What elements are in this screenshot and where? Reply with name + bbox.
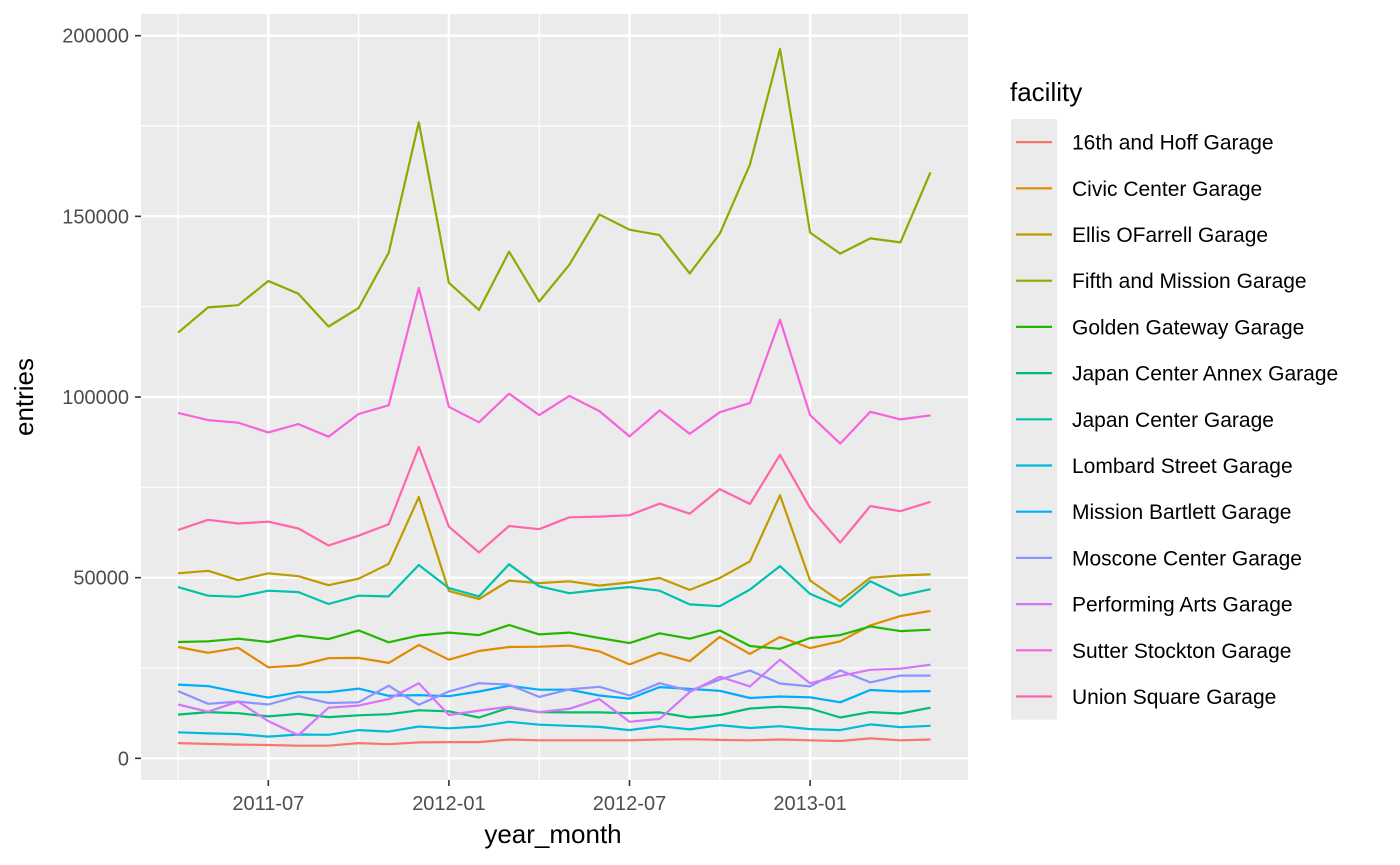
series-line-civic-center-garage <box>177 609 931 669</box>
legend-label: Union Square Garage <box>1072 686 1276 709</box>
x-axis-title: year_month <box>484 819 621 849</box>
legend-label: Golden Gateway Garage <box>1072 316 1304 339</box>
grid-lines <box>141 14 968 780</box>
y-tick-label: 200000 <box>62 26 129 48</box>
legend-label: Moscone Center Garage <box>1072 547 1302 570</box>
x-axis: 2011-07 2012-01 2012-07 2013-01 <box>232 780 847 815</box>
y-tick-label: 0 <box>118 748 129 770</box>
legend-label: 16th and Hoff Garage <box>1072 132 1274 155</box>
legend: facility 16th and Hoff Garage Civic Cente… <box>1010 77 1338 720</box>
x-tick-label: 2012-07 <box>593 793 666 815</box>
legend-label: Japan Center Annex Garage <box>1072 363 1338 386</box>
series-line-16th-and-hoff-garage <box>177 737 931 747</box>
x-tick-label: 2011-07 <box>232 793 304 815</box>
legend-label: Civic Center Garage <box>1072 178 1262 201</box>
y-tick-label: 100000 <box>62 387 129 409</box>
series-line-mission-bartlett-garage <box>177 683 931 704</box>
legend-label: Mission Bartlett Garage <box>1072 501 1291 524</box>
series-lines <box>177 47 932 747</box>
series-line-performing-arts-garage <box>177 658 931 737</box>
x-tick-label: 2013-01 <box>773 793 846 815</box>
series-line-japan-center-garage <box>177 563 931 608</box>
y-tick-label: 150000 <box>62 206 129 228</box>
series-line-japan-center-annex-garage <box>177 705 931 719</box>
x-tick-label: 2012-01 <box>412 793 485 815</box>
series-line-lombard-street-garage <box>177 720 931 738</box>
legend-label: Fifth and Mission Garage <box>1072 270 1307 293</box>
legend-label: Japan Center Garage <box>1072 409 1274 432</box>
legend-label: Ellis OFarrell Garage <box>1072 224 1268 247</box>
series-line-golden-gateway-garage <box>177 623 931 650</box>
series-line-moscone-center-garage <box>177 669 931 706</box>
series-line-ellis-ofarrell-garage <box>177 494 931 603</box>
y-axis-title: entries <box>9 358 39 436</box>
legend-label: Performing Arts Garage <box>1072 594 1293 617</box>
series-line-union-square-garage <box>177 445 931 554</box>
legend-label: Sutter Stockton Garage <box>1072 640 1291 663</box>
series-line-sutter-stockton-garage <box>177 286 931 445</box>
y-tick-label: 50000 <box>73 568 129 590</box>
y-axis: 0 50000 100000 150000 200000 <box>62 26 141 770</box>
legend-label: Lombard Street Garage <box>1072 455 1293 478</box>
legend-title: facility <box>1010 77 1082 107</box>
series-line-fifth-and-mission-garage <box>177 47 932 334</box>
